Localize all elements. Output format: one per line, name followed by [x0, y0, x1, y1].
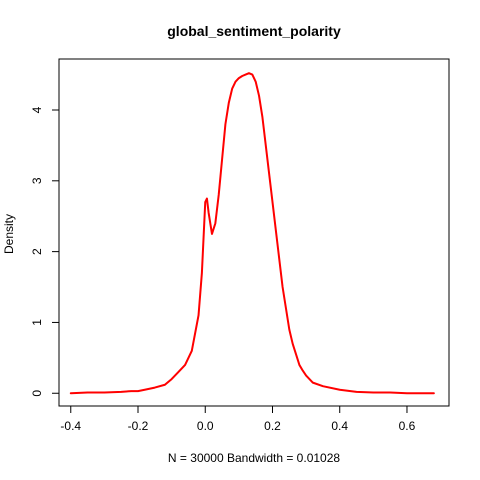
x-axis: -0.4 -0.2 0.0 0.2 0.4 0.6 [60, 405, 416, 433]
x-tick-label: -0.2 [128, 419, 149, 433]
y-tick-label: 3 [30, 177, 44, 184]
density-curve [69, 72, 435, 395]
x-tick-label: 0.6 [399, 419, 416, 433]
x-axis-label: N = 30000 Bandwidth = 0.01028 [168, 451, 340, 465]
x-tick-label: 0.2 [264, 419, 281, 433]
y-tick-label: 2 [30, 248, 44, 255]
y-tick-label: 1 [30, 319, 44, 326]
x-tick-label: -0.4 [60, 419, 81, 433]
y-tick-label: 0 [30, 390, 44, 397]
x-tick-label: 0.0 [197, 419, 214, 433]
x-tick-label: 0.4 [331, 419, 348, 433]
series-layer [69, 72, 435, 395]
y-axis: 0 1 2 3 4 [30, 106, 60, 397]
y-axis-label: Density [2, 214, 16, 254]
chart-title: global_sentiment_polarity [167, 23, 341, 39]
y-tick-label: 4 [30, 106, 44, 113]
